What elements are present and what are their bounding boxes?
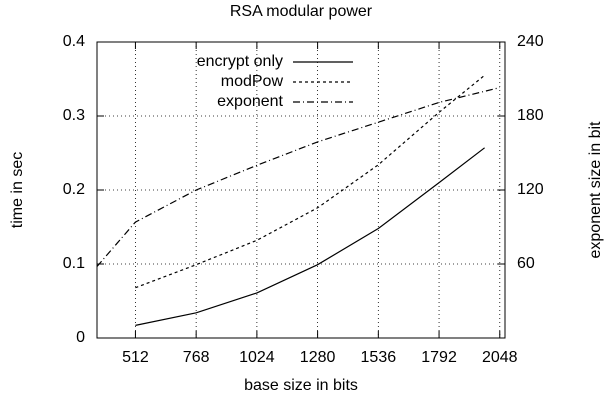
y2-tick-label: 240 — [517, 33, 544, 50]
series-line — [135, 147, 485, 326]
y-tick-label: 0.3 — [63, 107, 85, 124]
y-tick-label: 0.4 — [63, 33, 85, 50]
y2-tick-label: 180 — [517, 107, 544, 124]
legend-label: modPow — [221, 73, 284, 90]
y2-axis-title: exponent size in bit — [587, 121, 604, 259]
series-line — [96, 87, 500, 267]
x-tick-label: 1792 — [421, 349, 457, 366]
x-tick-label: 1024 — [239, 349, 275, 366]
y2-tick-label: 120 — [517, 181, 544, 198]
x-tick-label: 512 — [122, 349, 149, 366]
x-tick-label: 768 — [183, 349, 210, 366]
y-tick-label: 0.2 — [63, 181, 85, 198]
x-tick-label: 1536 — [361, 349, 397, 366]
series-line — [135, 74, 485, 289]
y-tick-label: 0 — [76, 329, 85, 346]
y-axis-title: time in sec — [9, 152, 26, 228]
chart-title: RSA modular power — [230, 3, 373, 20]
legend-label: exponent — [217, 93, 283, 110]
x-tick-label: 1280 — [300, 349, 336, 366]
y2-tick-label: 60 — [517, 255, 535, 272]
x-axis-title: base size in bits — [244, 377, 358, 394]
x-tick-label: 2048 — [482, 349, 518, 366]
y-tick-label: 0.1 — [63, 255, 85, 272]
plot-frame — [96, 41, 506, 339]
legend-label: encrypt only — [197, 53, 283, 70]
